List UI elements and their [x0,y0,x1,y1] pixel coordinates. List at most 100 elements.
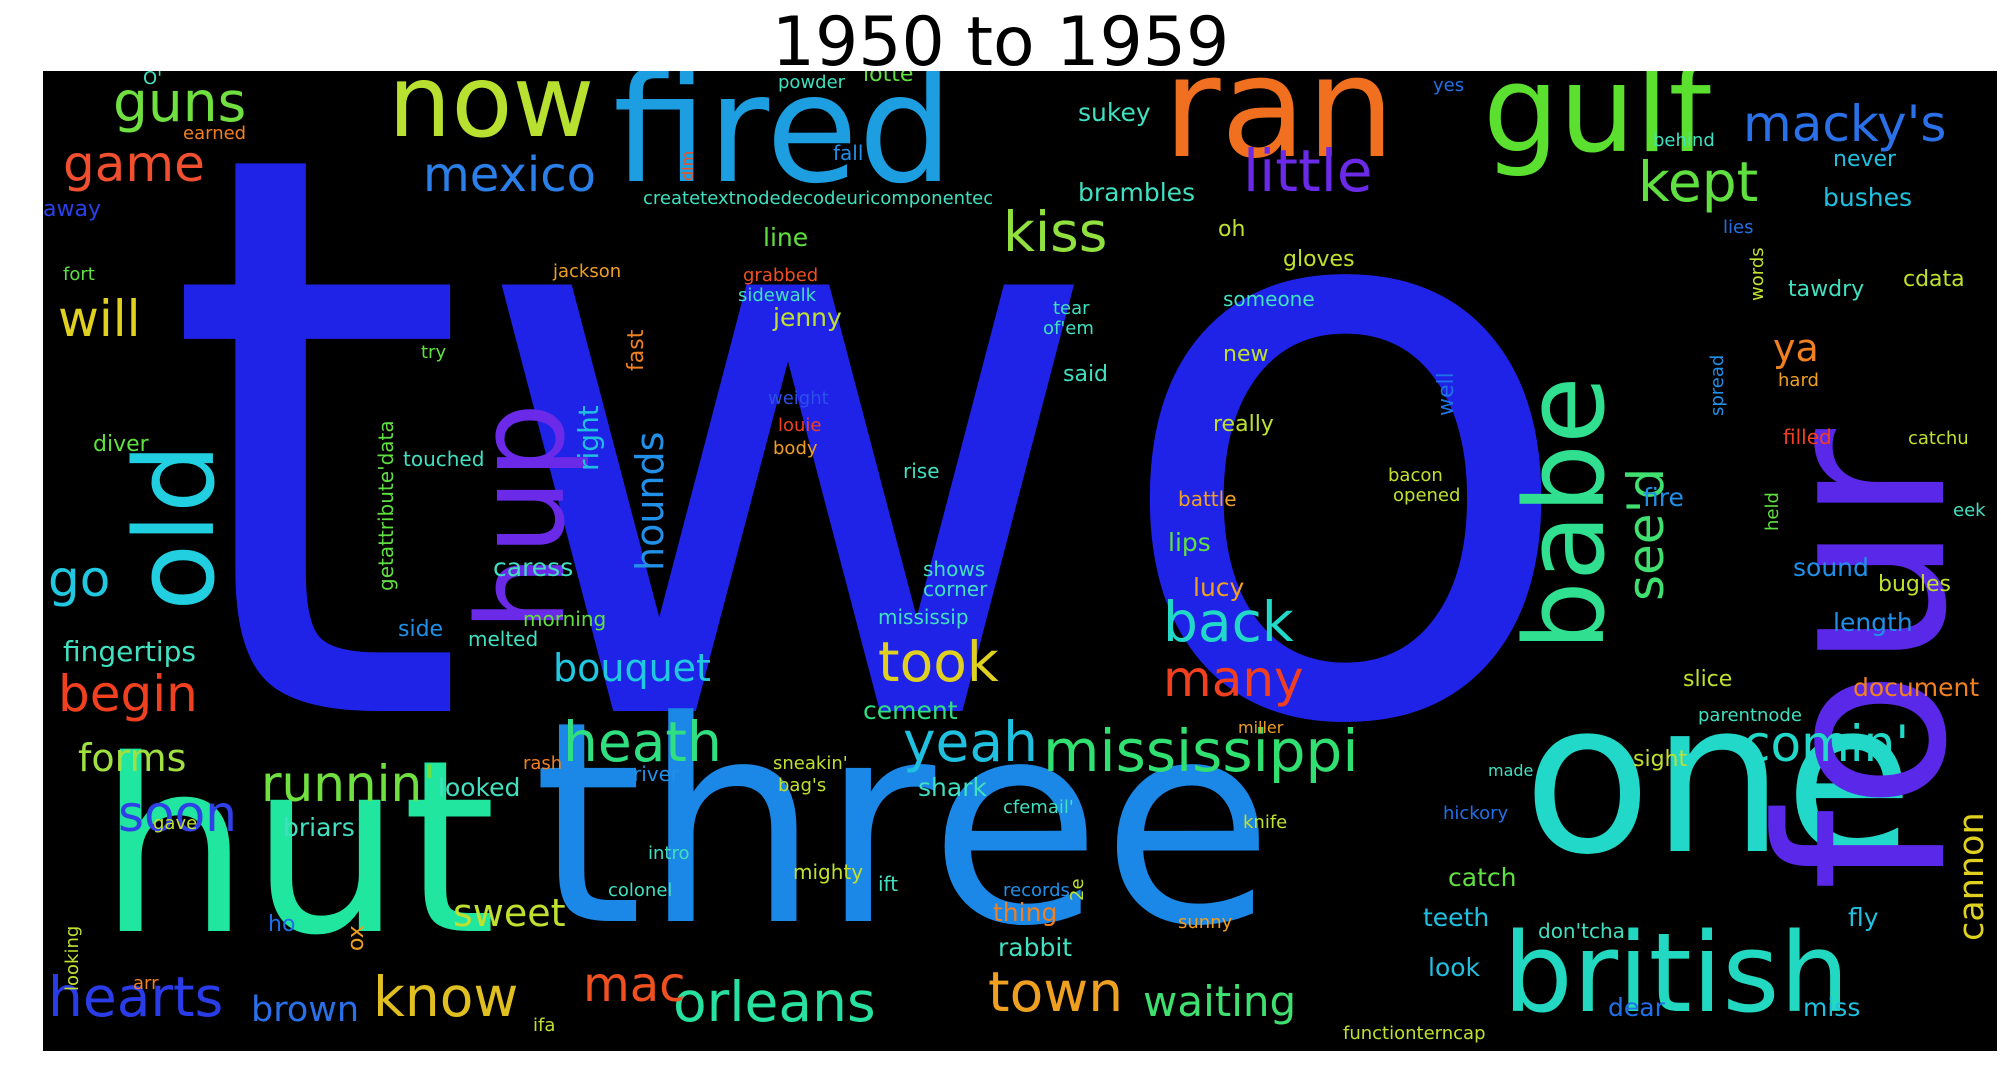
cloud-word: spread [1707,355,1728,416]
cloud-word: O' [143,71,162,89]
cloud-word: shows [923,557,985,581]
cloud-word: well [1434,372,1459,416]
cloud-word: brown [251,990,359,1030]
cloud-word: gloves [1283,247,1355,272]
cloud-word: mississip [878,605,969,629]
cloud-word: ya [1773,326,1819,370]
cloud-word: behind [1653,130,1715,151]
cloud-word: go [48,550,110,608]
cloud-word: waiting [1143,977,1296,1026]
cloud-word: sidewalk [738,285,817,306]
cloud-word: rise [903,459,940,483]
cloud-word: tawdry [1788,277,1864,302]
cloud-word: looking [62,926,83,991]
cloud-word: sneakin' [773,753,848,774]
cloud-word: of'em [1043,318,1094,339]
cloud-word: river [633,762,680,786]
cloud-word: grabbed [743,265,818,286]
cloud-word: dim [678,151,697,181]
cloud-word: body [773,438,818,459]
cloud-word: powder [778,72,846,93]
cloud-word: earned [183,123,246,144]
cloud-word: hard [1778,370,1819,391]
cloud-word: looked [438,773,520,802]
cloud-word: little [1243,137,1373,205]
cloud-word: mexico [423,147,596,203]
cloud-word: fingertips [63,635,196,668]
cloud-word: knife [1243,812,1287,833]
cloud-word: morning [523,607,606,631]
cloud-word: lucy [1193,573,1245,602]
cloud-word: length [1833,608,1913,637]
cloud-word: document [1853,673,1979,702]
cloud-word: runnin' [261,755,436,813]
cloud-word: mighty [793,860,863,884]
cloud-word: getattribute'data [374,420,398,591]
cloud-word: catch [1448,863,1516,892]
cloud-word: bacon [1388,465,1443,486]
cloud-word: fired [613,71,953,217]
cloud-word: babe [1501,376,1629,651]
cloud-word: sunny [1178,912,1233,933]
cloud-word: sukey [1078,98,1151,127]
cloud-word: look [1428,953,1481,982]
cloud-word: gulf [1483,71,1714,180]
cloud-word: weight [768,388,829,409]
cloud-word: new [1223,342,1268,367]
cloud-word: rabbit [998,933,1072,962]
cloud-word: really [1213,412,1274,437]
cloud-word: macky's [1743,95,1946,153]
cloud-word: fly [1848,903,1879,932]
cloud-word: ift [878,872,898,896]
cloud-word: many [1163,650,1304,708]
cloud-word: british [1503,909,1849,1037]
cloud-word: mississippi [1043,717,1358,785]
cloud-word: never [1833,147,1897,172]
cloud-word: melted [468,627,538,651]
cloud-word: four [1731,429,1997,891]
cloud-word: see'd [1617,468,1675,601]
cloud-word: oh [1218,217,1245,242]
cloud-word: cement [863,696,958,725]
cloud-word: hickory [1443,803,1509,824]
cloud-word: jenny [772,303,842,332]
cloud-word: 2e [1067,878,1088,901]
cloud-word: intro [648,843,689,864]
cloud-word: held [1762,492,1783,531]
cloud-word: bag's [778,775,826,796]
cloud-word: orleans [673,970,876,1034]
cloud-word: fast [624,329,649,371]
cloud-word: ifa [533,1015,555,1036]
cloud-word: cannon [1952,812,1992,941]
chart-title: 1950 to 1959 [771,3,1230,82]
cloud-word: fire [1643,483,1684,512]
cloud-word: ran [1163,71,1395,190]
cloud-word: ho [268,912,295,937]
cloud-word: records [1003,880,1070,901]
cloud-word: cfemail' [1003,797,1074,818]
cloud-word: ox [344,925,369,951]
cloud-word: line [763,223,808,252]
cloud-word: sight [1633,747,1687,772]
cloud-word: heath [563,710,722,774]
cloud-word: town [988,960,1123,1024]
cloud-word: cdata [1903,267,1965,292]
cloud-word: shark [918,773,987,802]
cloud-word: kept [1638,150,1758,214]
cloud-word: someone [1223,287,1315,311]
cloud-word: now [388,71,594,160]
cloud-word: hup [453,403,592,631]
cloud-word: parentnode [1698,705,1802,726]
cloud-word: battle [1178,487,1237,511]
cloud-word: guns [113,71,246,134]
cloud-word: touched [403,447,484,471]
cloud-word: one [1523,656,1914,901]
cloud-word: arr [133,973,159,994]
cloud-word: took [878,630,999,694]
cloud-word: bouquet [553,646,711,690]
cloud-word: eek [1953,500,1986,521]
cloud-word: old [111,443,239,611]
cloud-word: mac [583,957,686,1013]
cloud-word: words [1747,247,1768,301]
